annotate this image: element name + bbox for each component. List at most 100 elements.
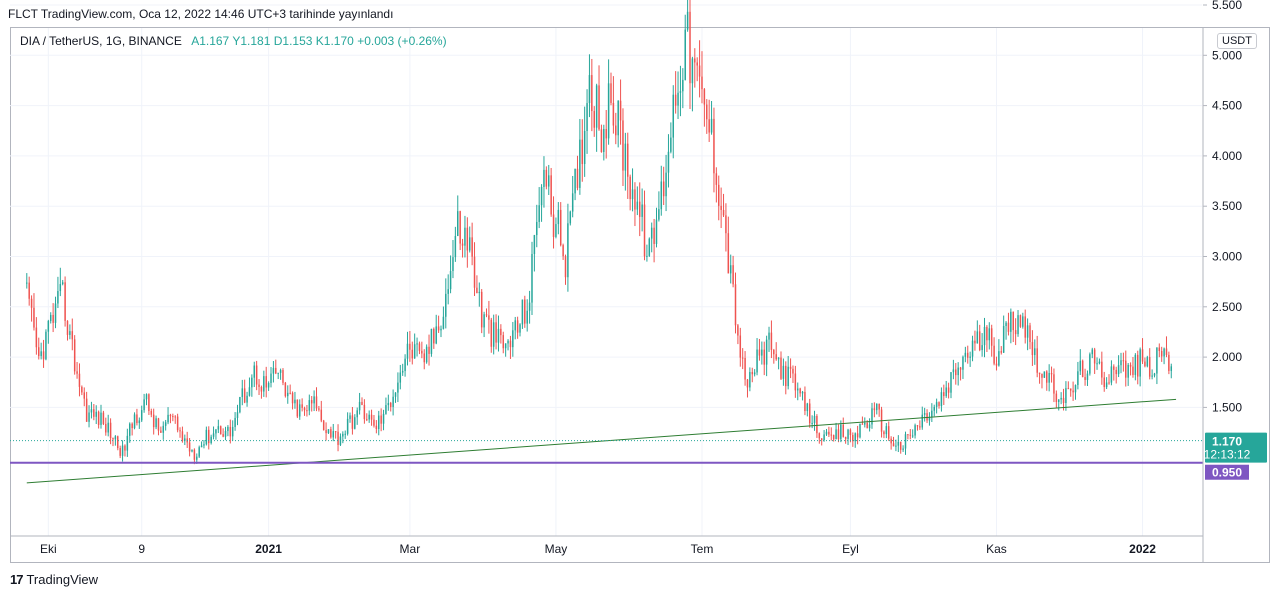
- candle-body: [298, 404, 301, 417]
- candle-body: [358, 401, 361, 411]
- candle-body: [246, 395, 248, 403]
- candle-body: [1113, 366, 1115, 370]
- candle-body: [808, 403, 811, 424]
- candle-body: [969, 356, 971, 358]
- candle-body: [638, 201, 641, 217]
- candle-body: [241, 388, 244, 398]
- candle-body: [282, 370, 284, 383]
- candle-body: [871, 408, 873, 425]
- publish-header: FLCT TradingView.com, Oca 12, 2022 14:46…: [8, 7, 394, 21]
- candle-body: [236, 412, 239, 418]
- candle-body: [952, 369, 955, 373]
- candle-body: [1132, 366, 1134, 375]
- candle-body: [811, 422, 813, 424]
- candle-body: [756, 349, 758, 373]
- candle-body: [679, 91, 682, 93]
- candle-body: [976, 331, 979, 344]
- candle-body: [401, 370, 404, 373]
- currency-badge[interactable]: USDT: [1217, 33, 1257, 49]
- candle-body: [452, 257, 454, 271]
- candle-body: [854, 433, 856, 442]
- candle-body: [263, 376, 265, 392]
- candle-body: [361, 401, 363, 405]
- candle-body: [586, 103, 588, 131]
- candle-body: [603, 129, 605, 153]
- candle-body: [191, 449, 193, 452]
- candle-body: [1019, 315, 1022, 327]
- candle-body: [921, 414, 924, 428]
- candle-body: [732, 265, 734, 285]
- candle-body: [1084, 377, 1086, 380]
- candle-body: [648, 238, 651, 256]
- candle-body: [552, 214, 555, 237]
- candle-body: [217, 426, 220, 430]
- candle-body: [674, 94, 677, 106]
- candle-body: [662, 181, 665, 197]
- candle-body: [1022, 316, 1024, 327]
- candle-body: [521, 299, 524, 325]
- candle-body: [686, 11, 689, 30]
- candle-body: [789, 366, 792, 369]
- candle-body: [334, 431, 337, 433]
- candle-body: [524, 299, 526, 324]
- candle-body: [825, 431, 828, 435]
- candle-body: [193, 449, 196, 460]
- candle-body: [818, 433, 821, 439]
- candle-body: [947, 387, 950, 393]
- candle-body: [598, 85, 600, 130]
- candle-body: [366, 419, 368, 421]
- candle-body: [945, 387, 947, 397]
- candle-body: [706, 104, 708, 120]
- candle-body: [974, 340, 976, 344]
- candle-body: [653, 227, 655, 244]
- low-value: D1.153: [273, 34, 313, 48]
- candle-body: [126, 435, 129, 451]
- candle-body: [859, 423, 861, 438]
- chart-frame: [10, 27, 1270, 563]
- drawings: [10, 398, 1203, 484]
- candle-body: [1053, 374, 1055, 394]
- candle-body: [617, 100, 619, 136]
- candle-body: [133, 414, 136, 429]
- candle-body: [1156, 347, 1158, 374]
- candle-body: [923, 413, 926, 415]
- candle-body: [1093, 349, 1096, 364]
- candle-body: [406, 343, 409, 359]
- candle-body: [449, 270, 452, 290]
- candle-body: [93, 409, 95, 417]
- candle-body: [52, 314, 54, 323]
- candle-body: [622, 120, 624, 171]
- candle-body: [394, 392, 397, 397]
- candle-body: [198, 447, 200, 457]
- candle-body: [85, 398, 88, 422]
- candle-body: [823, 434, 825, 441]
- candle-body: [356, 410, 358, 418]
- candle-body: [447, 289, 449, 294]
- candle-body: [1101, 361, 1103, 378]
- tradingview-brand[interactable]: 17 TradingView: [10, 572, 98, 587]
- candle-body: [672, 94, 675, 138]
- candle-body: [270, 373, 272, 384]
- tradingview-logo-icon: 17: [10, 572, 24, 587]
- candle-body: [375, 425, 378, 430]
- brand-name: TradingView: [26, 572, 99, 587]
- candle-body: [627, 143, 629, 177]
- candle-body: [516, 320, 519, 333]
- symbol-legend[interactable]: DIA / TetherUS, 1G, BINANCE A1.167 Y1.18…: [20, 34, 447, 48]
- candle-body: [696, 62, 698, 66]
- candle-body: [607, 83, 610, 139]
- candle-body: [911, 435, 914, 437]
- candle-body: [454, 236, 457, 258]
- candle-body: [1115, 369, 1117, 375]
- candle-body: [1026, 325, 1029, 338]
- candle-body: [152, 414, 155, 428]
- candle-body: [581, 139, 584, 165]
- candle-body: [26, 282, 28, 284]
- candle-body: [468, 237, 471, 251]
- candle-body: [466, 227, 469, 251]
- candle-body: [320, 409, 323, 421]
- last-price-value: 1.170: [1212, 435, 1242, 449]
- candle-body: [409, 343, 411, 350]
